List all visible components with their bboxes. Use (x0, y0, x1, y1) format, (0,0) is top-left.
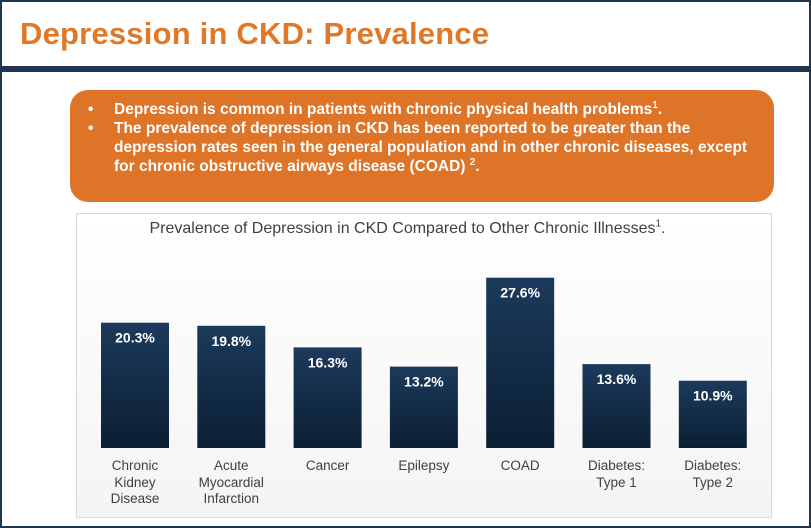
callout-box: Depression is common in patients with ch… (70, 90, 774, 202)
page-title: Depression in CKD: Prevalence (20, 16, 490, 51)
category-label-line: Diabetes: (587, 458, 646, 473)
bar-0 (101, 322, 169, 448)
category-label-line: Chronic (111, 458, 159, 473)
bullet-text: The prevalence of depression in CKD has … (114, 120, 748, 175)
category-label-line: Epilepsy (398, 458, 450, 473)
chart-title-text: Prevalence of Depression in CKD Compared… (149, 220, 656, 237)
data-label-6: 10.9% (693, 388, 733, 404)
category-label-3: Epilepsy (379, 458, 469, 475)
data-label-0: 20.3% (115, 330, 155, 346)
category-label-0: Chronic Kidney Disease (90, 458, 180, 508)
category-label-line: COAD (500, 458, 540, 473)
data-label-3: 13.2% (404, 374, 444, 390)
reference-marker: 2 (469, 156, 476, 168)
bullet-tail: . (657, 101, 663, 118)
category-label-4: COAD (475, 458, 565, 475)
category-label-line: Disease (110, 491, 160, 506)
category-label-1: Acute Myocardial Infarction (186, 458, 276, 508)
category-label-line: Diabetes: (684, 458, 742, 473)
category-label-line: Cancer (305, 458, 350, 473)
category-label-line: Acute (214, 458, 249, 473)
bullet-list: Depression is common in patients with ch… (74, 100, 754, 176)
category-label-6: Diabetes: Type 2 (668, 458, 758, 491)
chart-panel (76, 213, 772, 518)
category-label-line: Type 2 (692, 474, 734, 490)
category-label-line: Kidney (114, 474, 156, 490)
category-label-5: Diabetes: Type 1 (572, 458, 662, 491)
category-label-line: Infarction (203, 491, 260, 506)
bullet-tail: . (475, 158, 480, 175)
category-label-2: Cancer (283, 458, 373, 475)
bar-2 (293, 347, 362, 448)
bar-5 (582, 364, 651, 448)
bullet-item-1: Depression is common in patients with ch… (74, 100, 754, 119)
bullet-text: Depression is common in patients with ch… (114, 101, 653, 118)
category-label-line: Type 1 (596, 474, 637, 490)
data-label-5: 13.6% (597, 371, 637, 387)
chart-title-reference: 1 (655, 218, 662, 230)
reference-marker: 1 (652, 99, 658, 111)
chart-title: Prevalence of Depression in CKD Compared… (2, 218, 811, 238)
category-label-line: Myocardial (198, 474, 264, 490)
chart-title-tail: . (661, 220, 666, 237)
data-label-2: 16.3% (308, 354, 348, 370)
bar-3 (389, 366, 458, 448)
bar-6 (678, 380, 747, 448)
data-label-1: 19.8% (211, 333, 251, 349)
bullet-item-2: The prevalence of depression in CKD has … (74, 119, 754, 176)
data-label-4: 27.6% (500, 285, 540, 301)
bar-4 (486, 277, 555, 448)
title-divider (2, 66, 809, 72)
bar-1 (197, 325, 266, 448)
